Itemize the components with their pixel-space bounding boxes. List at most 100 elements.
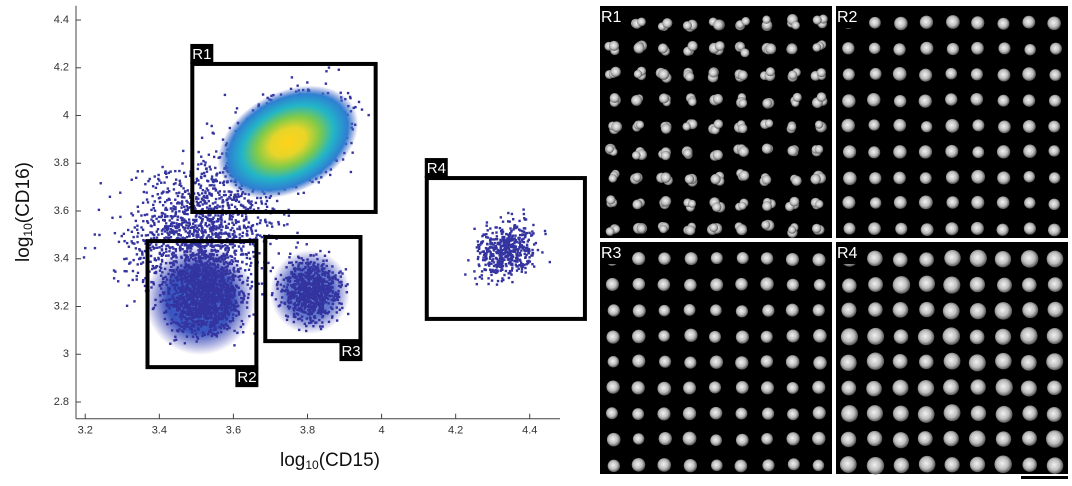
density-dot (153, 307, 155, 309)
density-dot (180, 325, 182, 327)
density-dot (169, 269, 171, 271)
density-dot (230, 259, 232, 261)
density-dot (188, 193, 190, 195)
density-dot (305, 262, 307, 264)
density-dot (503, 274, 505, 276)
density-dot (179, 180, 181, 182)
density-dot (181, 321, 183, 323)
density-dot (294, 267, 296, 269)
density-dot (209, 324, 211, 326)
density-dot (217, 317, 219, 319)
density-dot (482, 240, 484, 242)
density-dot (137, 170, 139, 172)
density-dot (304, 302, 306, 304)
density-dot (215, 236, 217, 238)
density-dot (491, 269, 493, 271)
density-dot (521, 238, 523, 240)
density-dot (298, 274, 300, 276)
density-dot (171, 294, 173, 296)
density-dot (211, 335, 213, 337)
density-dot (333, 299, 335, 301)
density-dot (270, 222, 272, 224)
density-dot (185, 272, 187, 274)
density-dot (203, 247, 205, 249)
density-dot (349, 96, 351, 98)
density-dot (511, 281, 513, 283)
density-dot (181, 200, 183, 202)
density-dot (222, 267, 224, 269)
density-dot (242, 245, 244, 247)
density-dot (501, 232, 503, 234)
density-dot (157, 193, 159, 195)
density-dot (215, 306, 217, 308)
density-dot (188, 299, 190, 301)
density-dot (208, 154, 210, 156)
density-dot (300, 257, 302, 259)
density-dot (180, 311, 182, 313)
density-dot (531, 249, 533, 251)
density-dot (527, 240, 529, 242)
density-dot (495, 269, 497, 271)
density-dot (162, 204, 164, 206)
density-dot (479, 252, 481, 254)
density-dot (293, 316, 295, 318)
density-dot (237, 221, 239, 223)
density-dot (312, 325, 314, 327)
density-dot (328, 290, 330, 292)
density-dot (201, 220, 203, 222)
density-dot (498, 265, 500, 267)
density-dot (523, 233, 525, 235)
density-dot (289, 301, 291, 303)
density-dot (303, 310, 305, 312)
density-dot (321, 289, 323, 291)
density-dot (321, 307, 323, 309)
density-dot (189, 326, 191, 328)
density-dot (211, 302, 213, 304)
density-dot (197, 316, 199, 318)
density-dot (464, 273, 466, 275)
density-dot (173, 230, 175, 232)
density-dot (505, 270, 507, 272)
density-dot (217, 250, 219, 252)
density-dot (177, 300, 179, 302)
density-dot (309, 306, 311, 308)
density-dot (209, 331, 211, 333)
density-dot (202, 274, 204, 276)
density-dot (215, 150, 217, 152)
density-dot (517, 237, 519, 239)
density-dot (500, 252, 502, 254)
density-dot (523, 213, 525, 215)
density-dot (335, 291, 337, 293)
density-dot (137, 272, 139, 274)
density-dot (321, 273, 323, 275)
density-dot (220, 331, 222, 333)
density-dot (246, 306, 248, 308)
density-dot (119, 216, 121, 218)
density-dot (166, 278, 168, 280)
density-dot (241, 320, 243, 322)
density-dot (178, 287, 180, 289)
density-dot (294, 304, 296, 306)
density-dot (221, 295, 223, 297)
density-dot (307, 309, 309, 311)
density-dot (252, 251, 254, 253)
density-dot (173, 233, 175, 235)
density-dot (481, 270, 483, 272)
density-dot (286, 286, 288, 288)
density-dot (200, 201, 202, 203)
density-dot (311, 307, 313, 309)
density-dot (210, 274, 212, 276)
density-dot (217, 293, 219, 295)
density-dot (524, 227, 526, 229)
density-dot (240, 253, 242, 255)
density-dot (210, 250, 212, 252)
density-dot (223, 280, 225, 282)
density-dot (204, 164, 206, 166)
density-dot (202, 331, 204, 333)
density-dot (514, 224, 516, 226)
density-dot (238, 245, 240, 247)
density-dot (227, 294, 229, 296)
density-dot (180, 278, 182, 280)
density-dot (220, 301, 222, 303)
density-dot (293, 313, 295, 315)
